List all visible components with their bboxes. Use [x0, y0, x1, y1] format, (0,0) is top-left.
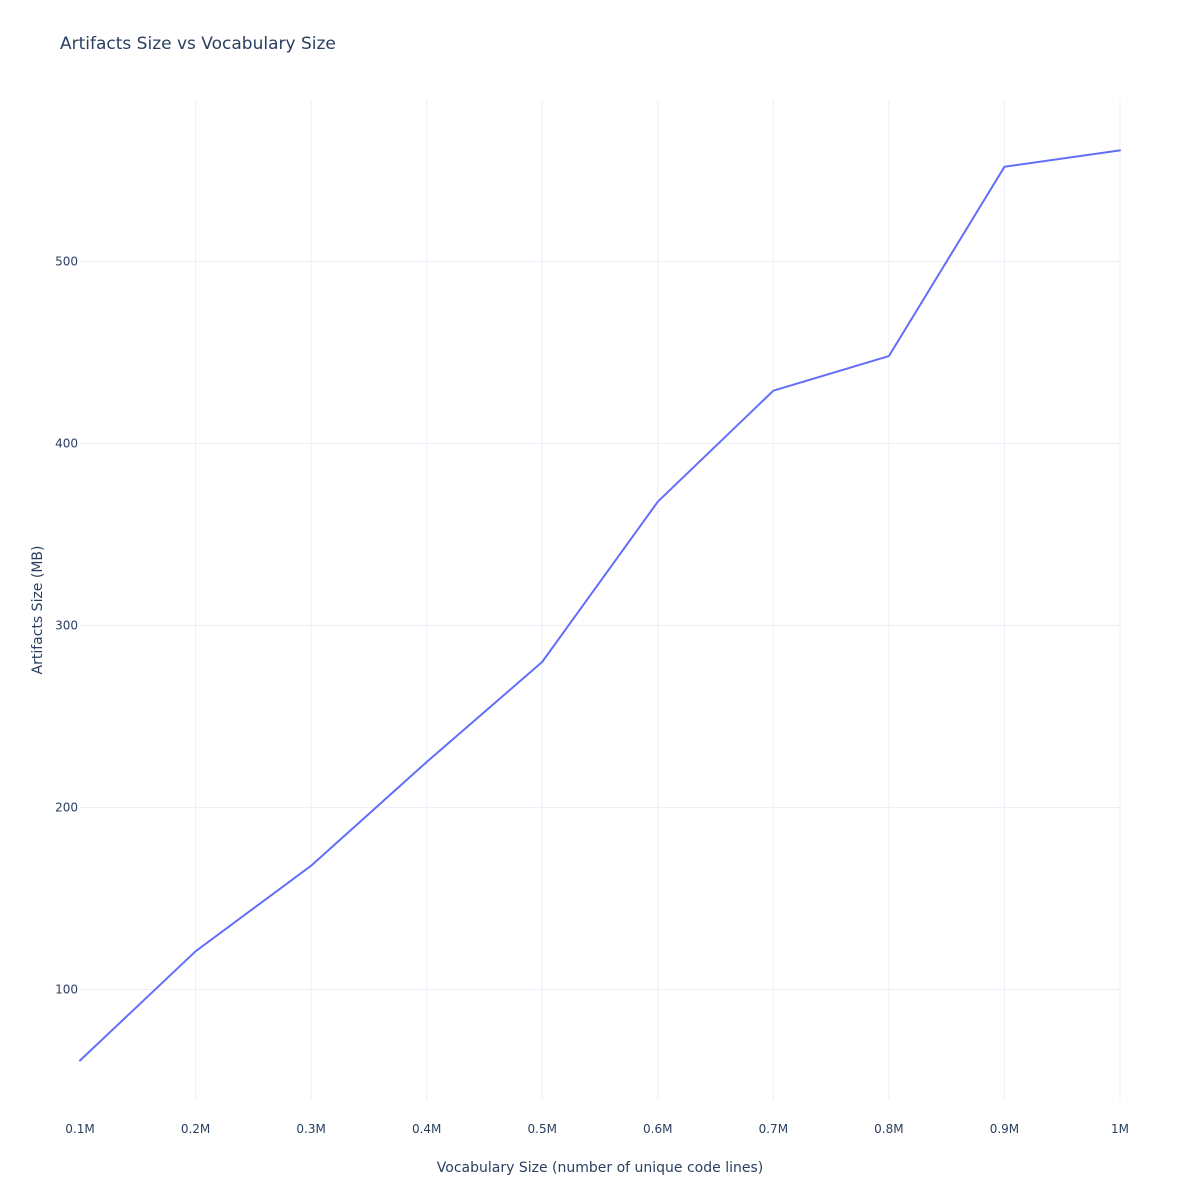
x-tick-label: 0.6M — [643, 1122, 672, 1136]
y-tick-label: 400 — [55, 436, 78, 450]
x-tick-label: 0.2M — [181, 1122, 210, 1136]
y-tick-label: 300 — [55, 618, 78, 632]
x-tick-label: 0.1M — [65, 1122, 94, 1136]
x-tick-label: 0.5M — [528, 1122, 557, 1136]
x-tick-label: 1M — [1111, 1122, 1129, 1136]
y-tick-label: 500 — [55, 254, 78, 268]
x-tick-label: 0.9M — [990, 1122, 1019, 1136]
x-tick-label: 0.4M — [412, 1122, 441, 1136]
x-tick-label: 0.3M — [296, 1122, 325, 1136]
series-line — [79, 149, 1121, 1062]
x-axis-ticks: 0.1M 0.2M 0.3M 0.4M 0.5M 0.6M 0.7M 0.8M 0.9M 1M — [65, 1122, 1129, 1136]
x-axis-title: Vocabulary Size (number of unique code l… — [437, 1160, 763, 1176]
y-tick-label: 200 — [55, 800, 78, 814]
chart-title: Artifacts Size vs Vocabulary Size — [60, 34, 336, 54]
y-tick-label: 100 — [55, 983, 78, 997]
y-axis-ticks: 100 200 300 400 500 — [55, 254, 78, 996]
x-tick-label: 0.7M — [759, 1122, 788, 1136]
x-tick-label: 0.8M — [874, 1122, 903, 1136]
y-axis-title: Artifacts Size (MB) — [30, 546, 46, 675]
series-layer — [79, 149, 1121, 1062]
